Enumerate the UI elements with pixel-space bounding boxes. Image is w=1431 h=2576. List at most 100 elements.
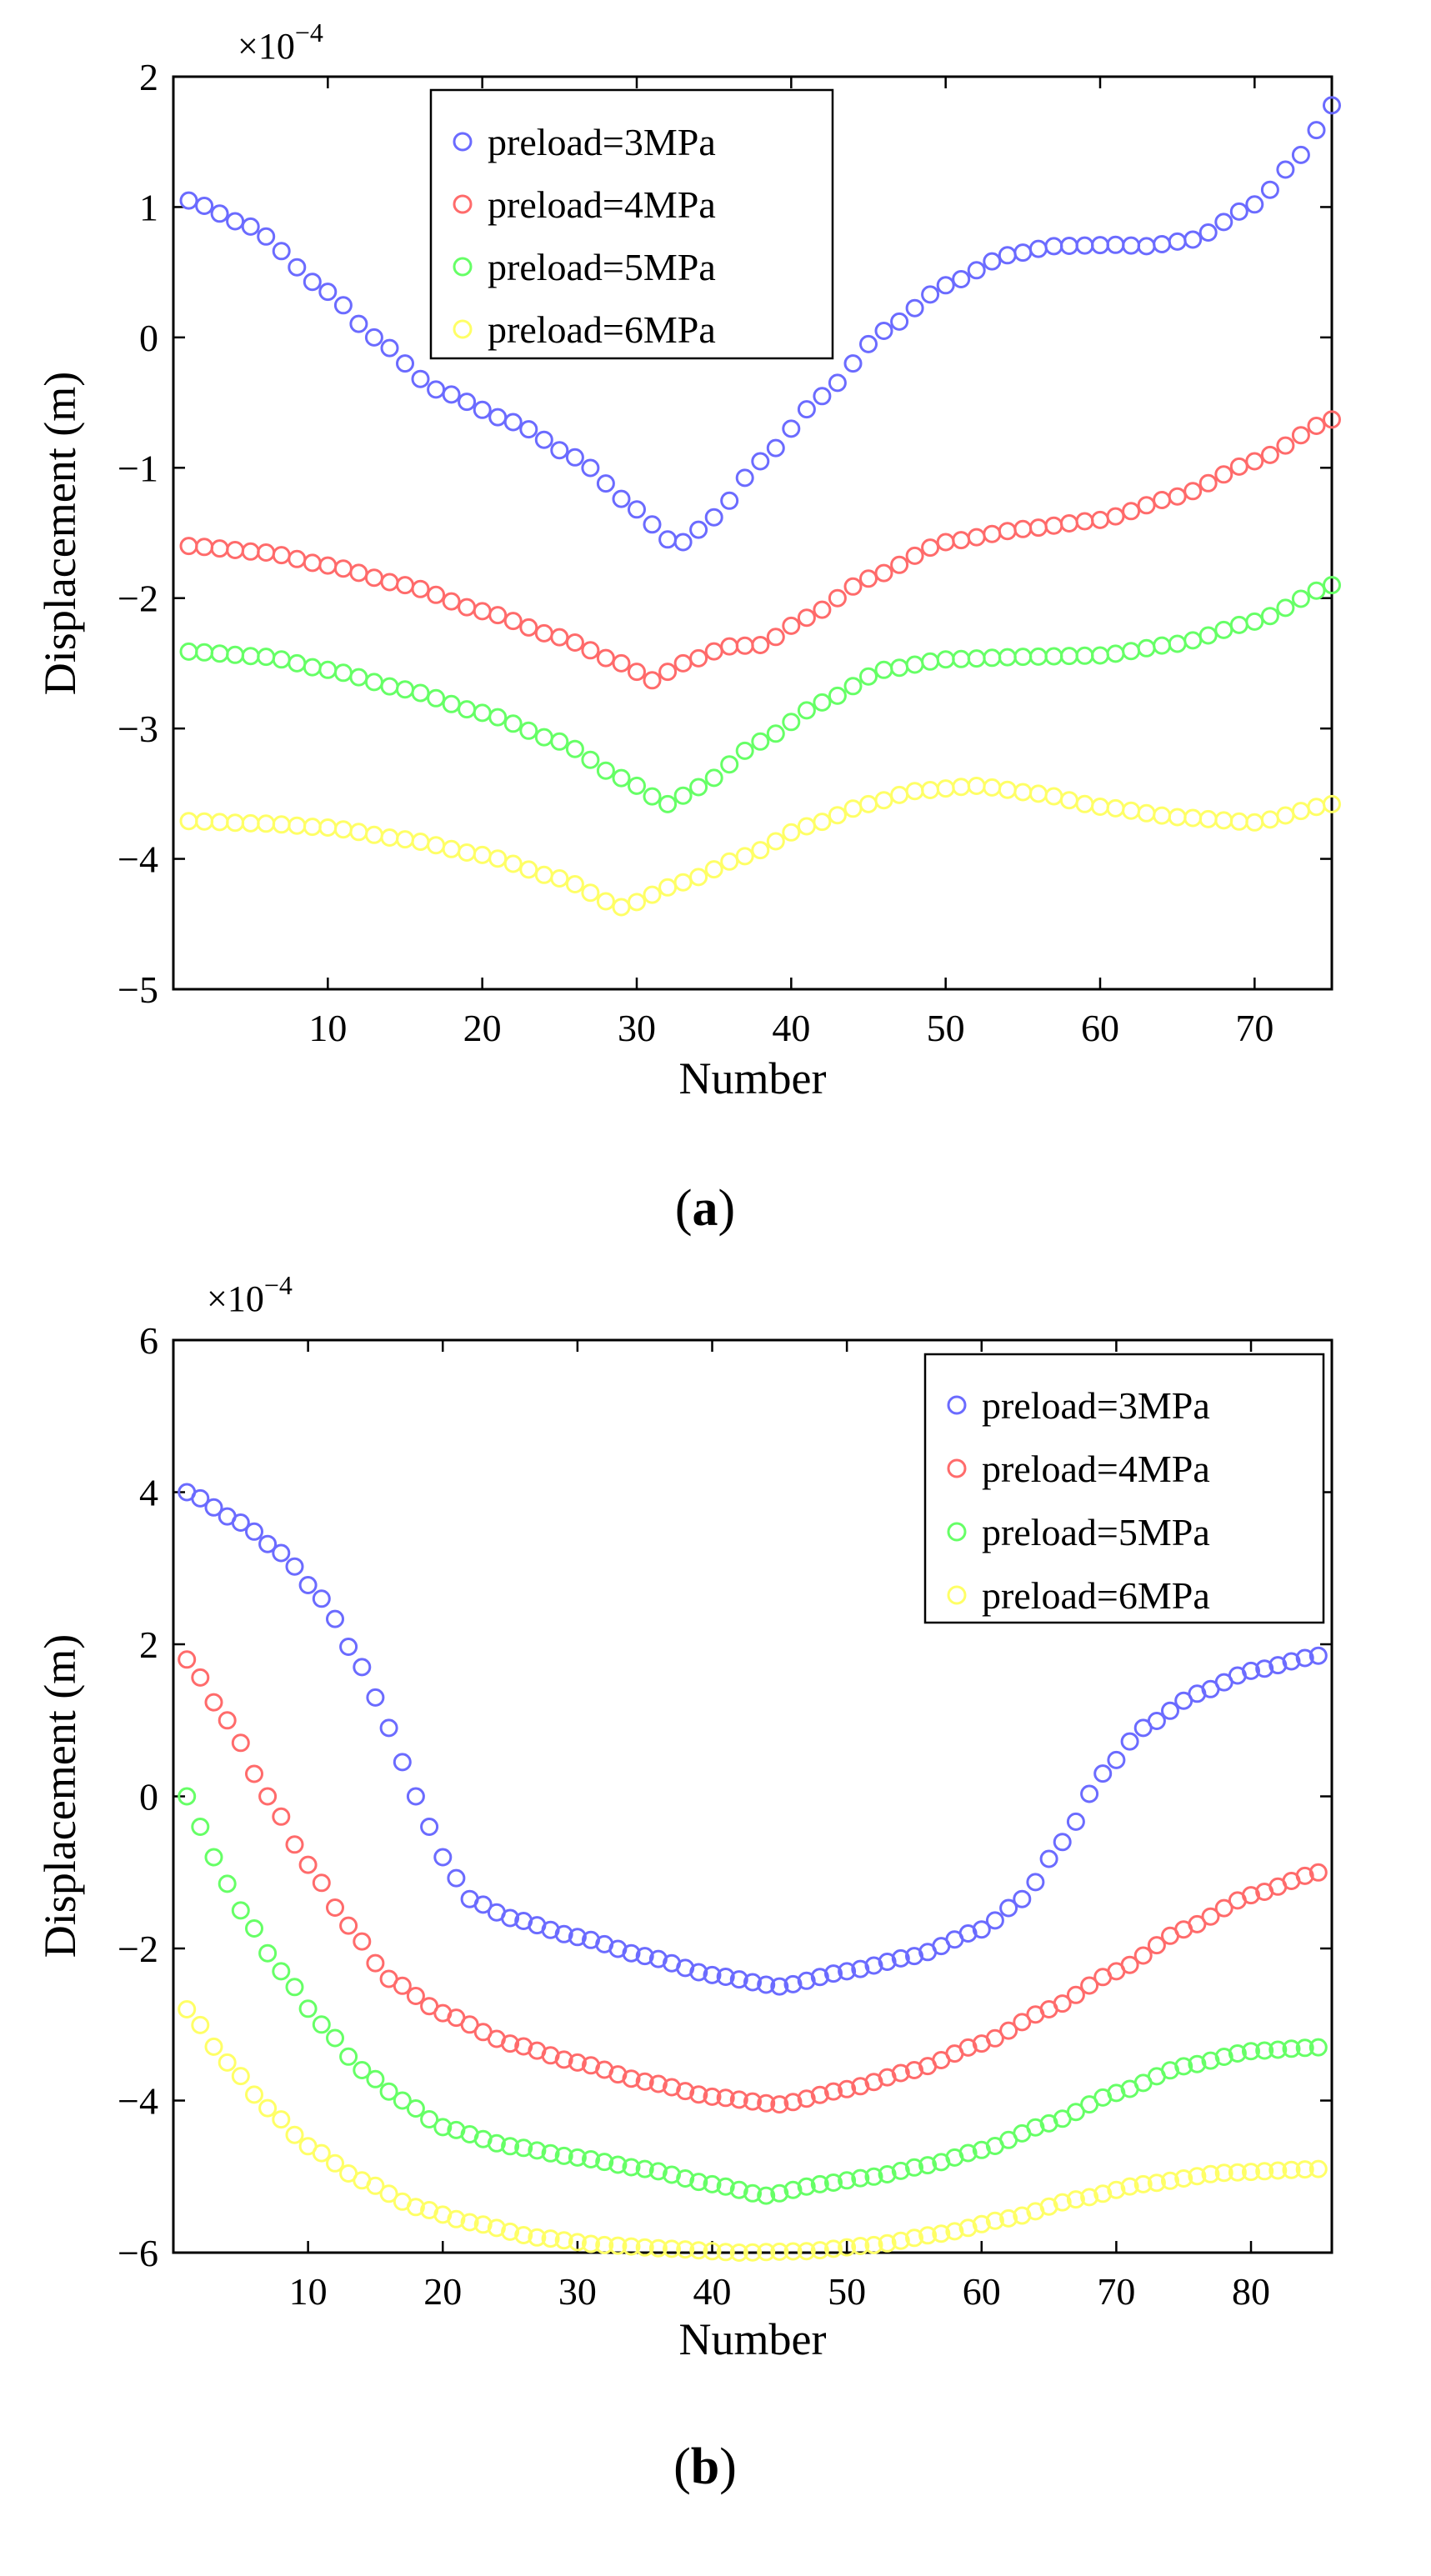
data-point	[550, 441, 569, 460]
legend-entry-a-3: preload=5MPa	[453, 246, 716, 288]
data-point	[288, 653, 307, 673]
data-point	[288, 816, 307, 835]
data-point	[285, 1978, 304, 1997]
data-point	[288, 258, 307, 277]
data-point	[1291, 802, 1310, 821]
data-point	[1028, 784, 1048, 803]
data-point	[349, 823, 368, 842]
data-point	[813, 387, 832, 406]
data-point	[716, 1968, 735, 1986]
data-point	[210, 539, 229, 558]
data-point	[179, 191, 198, 210]
data-point	[257, 227, 276, 246]
data-point	[716, 2243, 735, 2262]
data-point	[810, 1968, 829, 1987]
legend-label-a-1: preload=3MPa	[488, 121, 716, 163]
data-point	[554, 1924, 573, 1943]
data-point	[658, 794, 678, 813]
data-point	[1137, 496, 1156, 515]
data-point	[985, 2028, 1004, 2048]
data-point	[766, 438, 785, 458]
data-point	[1075, 646, 1094, 665]
series-a-3	[179, 576, 1341, 813]
x-ticks-b: 10 20 30 40 50 60 70 80	[289, 1340, 1270, 2313]
data-point	[519, 721, 538, 740]
data-point	[1044, 787, 1063, 806]
data-point	[729, 2090, 748, 2109]
data-point	[689, 2085, 708, 2104]
data-point	[326, 2153, 344, 2173]
data-point	[797, 701, 816, 720]
data-point	[1153, 235, 1172, 253]
x-tick-label: 50	[828, 2270, 866, 2313]
data-point	[272, 546, 291, 565]
data-point	[921, 285, 940, 304]
data-point	[1245, 452, 1264, 471]
data-point	[673, 533, 693, 552]
data-point	[1183, 631, 1203, 650]
data-point	[1168, 487, 1187, 506]
data-point	[757, 2093, 776, 2113]
data-point	[519, 618, 538, 637]
data-point	[1122, 502, 1141, 521]
data-point	[1044, 647, 1063, 666]
data-point	[1268, 2040, 1288, 2059]
data-point	[1107, 1750, 1126, 1769]
data-point	[1174, 2169, 1193, 2188]
data-point	[983, 524, 1002, 543]
data-point	[393, 1976, 412, 1995]
data-point	[1276, 160, 1295, 179]
data-point	[411, 683, 430, 703]
data-point	[810, 2241, 829, 2260]
data-point	[864, 2167, 883, 2186]
data-point	[936, 779, 955, 798]
data-point	[810, 2085, 829, 2104]
data-point	[1282, 2039, 1301, 2058]
data-point	[958, 2143, 978, 2163]
data-point	[460, 2213, 479, 2232]
data-point	[596, 474, 615, 493]
data-point	[1198, 809, 1218, 828]
data-point	[1323, 794, 1341, 813]
data-point	[534, 623, 553, 643]
data-point	[487, 2133, 506, 2153]
data-point	[349, 563, 368, 583]
series-b-1	[178, 1483, 1328, 1996]
data-point	[838, 1962, 857, 1981]
data-point	[241, 542, 260, 561]
data-point	[427, 688, 446, 708]
data-point	[303, 553, 322, 573]
data-point	[1188, 2054, 1207, 2073]
data-point	[596, 761, 615, 780]
data-point	[379, 2082, 398, 2101]
data-point	[257, 814, 276, 833]
data-point	[195, 538, 214, 557]
legend-b: preload=3MPa preload=4MPa preload=5MPa p…	[923, 1353, 1325, 1624]
data-point	[1307, 121, 1326, 140]
data-point	[936, 276, 955, 295]
data-point	[195, 643, 214, 662]
data-point	[859, 569, 878, 588]
data-point	[838, 2171, 857, 2190]
data-point	[967, 777, 986, 795]
x-tick-label: 30	[558, 2270, 597, 2313]
data-point	[628, 663, 646, 682]
plot-frame-a	[172, 75, 1333, 991]
x-tick-label: 40	[772, 1007, 810, 1049]
data-point	[195, 812, 214, 831]
data-point	[729, 1970, 748, 1989]
data-point	[782, 616, 801, 635]
data-point	[843, 799, 863, 818]
data-point	[427, 836, 446, 855]
data-point	[782, 823, 801, 842]
data-point	[1122, 236, 1141, 255]
data-point	[581, 883, 600, 903]
data-point	[303, 818, 322, 837]
data-point	[488, 606, 508, 625]
data-point	[339, 1638, 358, 1656]
data-point	[427, 380, 446, 399]
data-point	[735, 468, 754, 488]
data-point	[1091, 510, 1109, 529]
data-point	[673, 653, 693, 673]
data-point	[824, 1964, 843, 1983]
